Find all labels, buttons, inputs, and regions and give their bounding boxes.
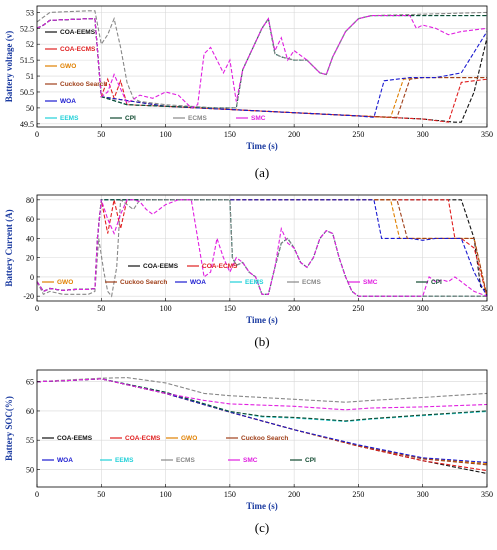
legend-entry-cuckoo-search: Cuckoo Search <box>241 435 288 442</box>
legend-entry-cuckoo-search: Cuckoo Search <box>120 279 167 286</box>
y-tick-label: 60 <box>26 407 34 416</box>
y-tick-label: 52 <box>26 40 34 49</box>
x-tick-label: 150 <box>224 130 236 139</box>
axes-frame <box>36 369 488 488</box>
chart-panel-3: 0 50 100 150 200 250 300 350 50 55 60 65 Time (s) Bat… <box>4 369 493 535</box>
x-tick-label: 300 <box>417 130 429 139</box>
x-tick-label: 0 <box>35 304 39 313</box>
plot-area <box>37 370 487 487</box>
x-tick-label: 350 <box>481 304 493 313</box>
x-tick-label: 250 <box>352 304 364 313</box>
legend-entry-coa-eems: COA-EEMS <box>57 435 93 442</box>
y-tick-label: -20 <box>23 292 34 301</box>
legend-entry-gwo: GWO <box>57 279 73 286</box>
legend-entry-coa-ecms: COA-ECMS <box>202 263 238 270</box>
y-tick-label: 20 <box>26 254 34 263</box>
legend-entry-smc: SMC <box>243 457 258 464</box>
x-tick-label: 350 <box>481 130 493 139</box>
legend-entry-cuckoo-search: Cuckoo Search <box>60 81 107 88</box>
legend-entry-coa-eems: COA-EEMS <box>60 29 96 36</box>
x-tick-label: 100 <box>160 130 172 139</box>
legend-entry-cpi: CPI <box>431 279 442 286</box>
x-tick-label: 0 <box>35 490 39 499</box>
legend-entry-smc: SMC <box>363 279 378 286</box>
y-tick-label: 60 <box>26 215 34 224</box>
panel-label: (c) <box>255 520 269 535</box>
y-axis-label: Battery Current (A) <box>4 209 14 286</box>
panel-label: (a) <box>255 165 269 180</box>
legend-entry-cpi: CPI <box>305 457 316 464</box>
legend-entry-ecms: ECMS <box>188 115 207 122</box>
x-axis-label: Time (s) <box>246 501 278 511</box>
x-tick-label: 300 <box>417 490 429 499</box>
y-tick-label: 65 <box>26 378 34 387</box>
legend-entry-gwo: GWO <box>181 435 197 442</box>
plot-area <box>37 6 487 127</box>
y-tick-label: 50 <box>26 465 34 474</box>
y-tick-label: 52.5 <box>20 24 34 33</box>
axes-frame <box>36 5 488 128</box>
series-line-ecms <box>36 377 488 403</box>
x-tick-label: 150 <box>224 490 236 499</box>
x-tick-label: 200 <box>288 490 300 499</box>
legend-entry-woa: WOA <box>190 279 206 286</box>
series-line-smc <box>36 199 488 297</box>
x-tick-label: 100 <box>160 490 172 499</box>
legend-entry-gwo: GWO <box>60 63 76 70</box>
y-tick-label: 0 <box>30 273 34 282</box>
legend-entry-ecms: ECMS <box>302 279 321 286</box>
y-tick-label: 51 <box>26 72 34 81</box>
x-tick-label: 100 <box>160 304 172 313</box>
x-axis-label: Time (s) <box>246 141 278 151</box>
series-line-smc <box>36 378 488 411</box>
x-tick-label: 200 <box>288 304 300 313</box>
x-tick-label: 0 <box>35 130 39 139</box>
x-tick-label: 350 <box>481 490 493 499</box>
y-axis-label: Battery voltage (v) <box>4 31 14 102</box>
legend-entry-coa-eems: COA-EEMS <box>143 263 179 270</box>
legend-entry-coa-ecms: COA-ECMS <box>125 435 161 442</box>
x-tick-label: 250 <box>352 130 364 139</box>
y-tick-label: 51.5 <box>20 56 34 65</box>
legend-entry-smc: SMC <box>251 115 266 122</box>
y-tick-label: 50.5 <box>20 88 34 97</box>
series-line-smc <box>36 15 488 109</box>
x-tick-label: 50 <box>97 490 105 499</box>
y-tick-label: 53 <box>26 8 34 17</box>
x-tick-label: 50 <box>97 304 105 313</box>
legend-entry-woa: WOA <box>57 457 73 464</box>
series-line-woa <box>36 18 488 118</box>
legend-entry-eems: EEMS <box>245 279 264 286</box>
x-tick-label: 200 <box>288 130 300 139</box>
y-tick-label: 80 <box>26 196 34 205</box>
legend-entry-cpi: CPI <box>125 115 136 122</box>
plot-area <box>37 195 487 301</box>
chart-panel-1: 0 50 100 150 200 250 300 350 49.5 50 50.5 51 51.5 52 5… <box>4 5 493 180</box>
legend-entry-woa: WOA <box>60 98 76 105</box>
legend-entry-coa-ecms: COA-ECMS <box>60 46 96 53</box>
y-tick-label: 49.5 <box>20 120 34 129</box>
y-tick-label: 50 <box>26 104 34 113</box>
axes-frame <box>36 194 488 302</box>
x-tick-label: 50 <box>97 130 105 139</box>
legend-entry-eems: EEMS <box>60 115 79 122</box>
legend-entry-eems: EEMS <box>115 457 134 464</box>
y-axis-label: Battery SOC(%) <box>4 396 14 461</box>
y-tick-label: 55 <box>26 436 34 445</box>
legend-entry-ecms: ECMS <box>176 457 195 464</box>
x-axis-label: Time (s) <box>246 315 278 325</box>
x-tick-label: 150 <box>224 304 236 313</box>
x-tick-label: 250 <box>352 490 364 499</box>
panel-label: (b) <box>254 334 269 349</box>
y-tick-label: 40 <box>26 234 34 243</box>
x-tick-label: 300 <box>417 304 429 313</box>
